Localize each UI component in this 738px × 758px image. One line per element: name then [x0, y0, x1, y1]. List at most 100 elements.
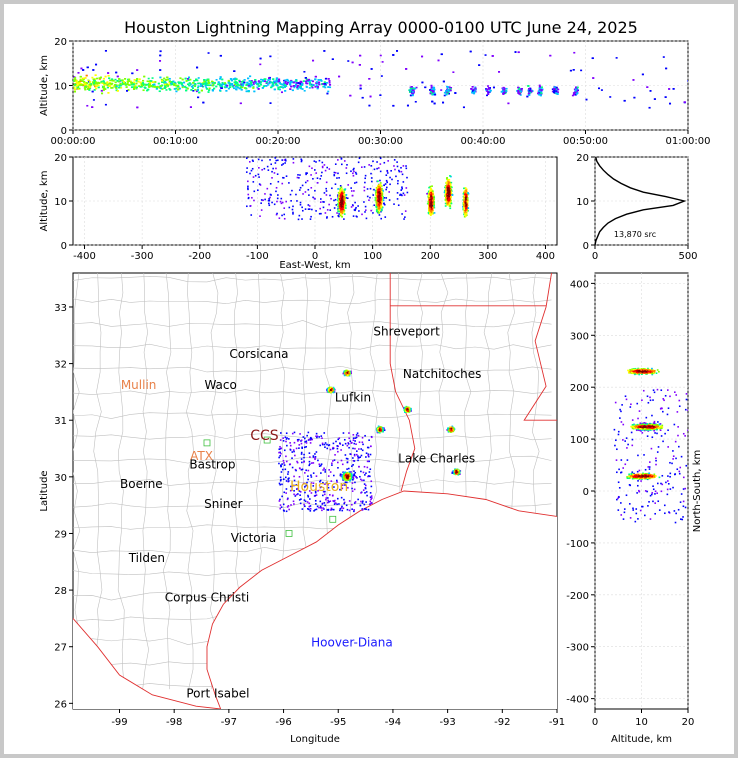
p1-source-point — [201, 83, 204, 86]
p2-source-point — [307, 188, 310, 191]
p1-source-point — [290, 80, 293, 83]
p1-source-point — [299, 86, 302, 89]
p1-source-point — [151, 81, 154, 83]
p1-x-tick-label: 01:00:00 — [666, 136, 711, 147]
p1-source-point — [197, 77, 200, 79]
p2-source-point — [309, 218, 312, 220]
p1-source-point — [432, 90, 435, 93]
p1-source-point — [104, 103, 107, 106]
p1-source-point — [321, 83, 324, 85]
p2-source-point — [384, 183, 387, 185]
p2-source-point — [341, 208, 344, 210]
p1-source-point — [99, 76, 102, 79]
p1-source-point — [446, 89, 449, 91]
p1-source-point — [290, 79, 293, 82]
p2-source-point — [312, 196, 314, 199]
p1-source-point — [114, 78, 117, 81]
p2-source-point — [427, 202, 430, 205]
p1-source-point — [249, 84, 252, 86]
p1-source-point — [244, 87, 247, 89]
p1-source-point — [299, 85, 302, 88]
p1-source-point — [359, 54, 362, 57]
p1-source-point — [609, 96, 612, 98]
p1-source-point — [327, 90, 330, 93]
p2-source-point — [378, 195, 380, 197]
figure-title: Houston Lightning Mapping Array 0000-010… — [124, 18, 638, 37]
p1-source-point — [150, 80, 153, 82]
p1-source-point — [317, 86, 320, 88]
p2-source-point — [377, 185, 380, 188]
p1-source-point — [102, 80, 105, 82]
p1-source-point — [165, 89, 168, 91]
p2-source-point — [450, 186, 452, 188]
p1-x-tick-label: 00:00:00 — [51, 136, 96, 147]
p2-source-point — [343, 198, 345, 201]
p1-source-point — [235, 85, 238, 88]
p2-source-point — [352, 215, 355, 217]
p2-source-point — [259, 215, 261, 217]
p1-source-point — [147, 77, 150, 80]
p1-source-point — [641, 73, 644, 76]
p2-source-point — [355, 215, 358, 218]
p2-source-point — [340, 196, 343, 198]
p1-source-point — [431, 93, 434, 96]
p2-source-point — [340, 192, 343, 194]
p1-source-point — [329, 84, 332, 86]
p2-source-point — [447, 201, 449, 204]
p2-source-point — [401, 186, 403, 189]
p1-source-point — [246, 81, 249, 84]
p2-source-point — [358, 157, 361, 160]
p2-source-point — [301, 184, 304, 187]
p2-source-point — [378, 207, 381, 210]
p2-source-point — [445, 181, 448, 184]
p2-source-point — [306, 179, 309, 182]
p1-source-point — [169, 81, 172, 83]
p2-source-point — [427, 212, 430, 214]
p2-source-point — [450, 188, 453, 191]
p1-source-point — [409, 87, 412, 90]
p1-source-point — [177, 81, 180, 83]
p1-source-point — [538, 93, 541, 96]
p2-source-point — [361, 213, 363, 216]
p2-source-point — [375, 193, 378, 195]
p1-source-point — [264, 78, 267, 80]
p1-source-point — [474, 86, 477, 89]
p1-source-point — [555, 90, 558, 92]
p2-source-point — [380, 210, 382, 213]
p2-source-point — [428, 197, 431, 200]
p2-source-point — [388, 199, 391, 201]
p1-source-point — [518, 88, 521, 90]
p1-source-point — [295, 82, 298, 84]
p2-source-point — [275, 159, 278, 162]
p2-source-point — [430, 194, 433, 197]
p1-source-point — [649, 90, 652, 92]
p2-source-point — [275, 213, 278, 216]
p1-source-point — [101, 86, 104, 89]
p2-source-point — [444, 202, 447, 205]
p1-source-point — [188, 84, 191, 87]
p2-source-point — [383, 197, 386, 199]
p2-y-tick-label: 0 — [61, 241, 67, 252]
p1-source-point — [242, 80, 245, 83]
p2-source-point — [377, 197, 380, 200]
p1-source-point — [440, 89, 443, 91]
p2-source-point — [446, 185, 449, 188]
p1-source-point — [79, 84, 82, 86]
p2-source-point — [373, 204, 376, 207]
p2-source-point — [380, 205, 383, 207]
p2-source-point — [302, 193, 304, 195]
p1-source-point — [293, 86, 296, 89]
p1-source-point — [290, 85, 293, 88]
p2-source-point — [345, 194, 348, 196]
p1-source-point — [136, 106, 139, 109]
p2-source-point — [339, 204, 342, 206]
p2-source-point — [334, 171, 337, 174]
p2-source-point — [341, 200, 344, 202]
p2-source-point — [331, 215, 334, 218]
p2-source-point — [252, 160, 254, 162]
p1-source-point — [194, 88, 197, 91]
p1-source-point — [145, 84, 148, 86]
p1-source-point — [78, 82, 81, 85]
p1-source-point — [256, 86, 259, 89]
p1-source-point — [633, 96, 636, 99]
